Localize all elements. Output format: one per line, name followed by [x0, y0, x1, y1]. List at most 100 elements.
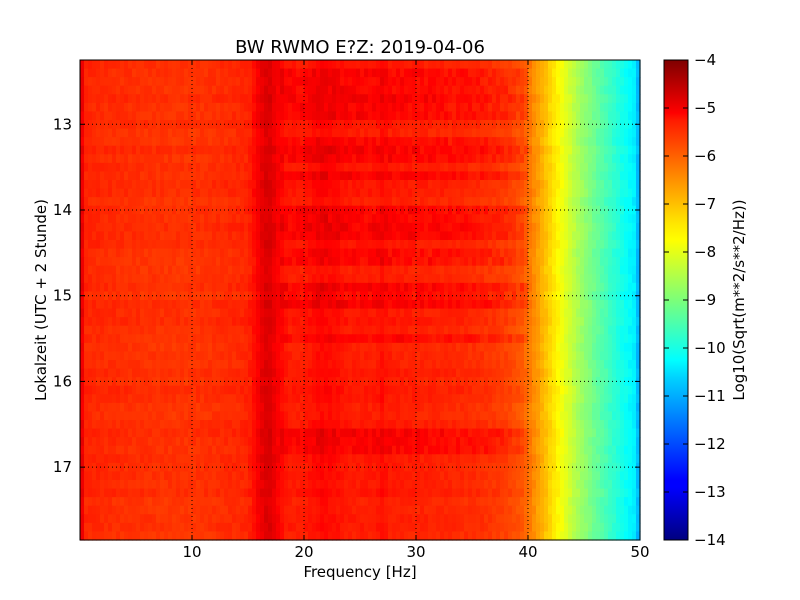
heatmap-cell	[100, 265, 105, 275]
heatmap-cell	[88, 145, 93, 155]
heatmap-cell	[588, 240, 593, 250]
heatmap-cell	[96, 162, 101, 173]
heatmap-cell	[608, 171, 613, 181]
heatmap-cell	[380, 274, 385, 284]
heatmap-cell	[104, 351, 109, 361]
heatmap-cell	[268, 334, 273, 344]
heatmap-cell	[476, 300, 481, 310]
heatmap-cell	[388, 94, 393, 104]
heatmap-cell	[328, 334, 333, 344]
heatmap-cell	[504, 214, 509, 224]
heatmap-cell	[520, 265, 525, 275]
heatmap-cell	[108, 128, 113, 138]
heatmap-cell	[152, 128, 157, 138]
heatmap-cell	[548, 342, 553, 353]
heatmap-cell	[372, 137, 377, 147]
heatmap-cell	[200, 351, 205, 361]
heatmap-cell	[128, 77, 133, 87]
heatmap-cell	[168, 171, 173, 181]
heatmap-cell	[304, 145, 309, 155]
heatmap-cell	[280, 231, 285, 241]
heatmap-cell	[488, 137, 493, 147]
heatmap-cell	[284, 77, 289, 87]
heatmap-cell	[396, 265, 401, 275]
heatmap-cell	[156, 282, 161, 293]
heatmap-cell	[244, 180, 249, 190]
heatmap-cell	[444, 360, 449, 370]
heatmap-cell	[376, 145, 381, 155]
heatmap-cell	[132, 291, 137, 301]
heatmap-cell	[256, 231, 261, 241]
heatmap-cell	[132, 120, 137, 130]
heatmap-cell	[596, 85, 601, 95]
heatmap-cell	[240, 308, 245, 318]
heatmap-cell	[536, 231, 541, 241]
heatmap-cell	[168, 68, 173, 78]
heatmap-cell	[492, 325, 497, 335]
heatmap-cell	[168, 180, 173, 190]
heatmap-cell	[156, 265, 161, 275]
heatmap-cell	[628, 334, 633, 344]
heatmap-cell	[540, 128, 545, 138]
heatmap-cell	[132, 205, 137, 215]
heatmap-cell	[148, 137, 153, 147]
heatmap-cell	[392, 351, 397, 361]
heatmap-cell	[500, 291, 505, 301]
heatmap-cell	[596, 154, 601, 164]
heatmap-cell	[364, 162, 369, 173]
heatmap-cell	[312, 205, 317, 215]
heatmap-cell	[248, 205, 253, 215]
heatmap-cell	[420, 85, 425, 95]
heatmap-cell	[368, 317, 373, 327]
heatmap-cell	[480, 248, 485, 258]
heatmap-cell	[424, 85, 429, 95]
heatmap-cell	[544, 248, 549, 258]
heatmap-cell	[360, 128, 365, 138]
heatmap-cell	[376, 360, 381, 370]
heatmap-cell	[420, 94, 425, 104]
heatmap-cell	[280, 180, 285, 190]
heatmap-cell	[184, 360, 189, 370]
heatmap-cell	[184, 274, 189, 284]
heatmap-cell	[404, 274, 409, 284]
heatmap-cell	[232, 85, 237, 95]
heatmap-cell	[212, 308, 217, 318]
heatmap-cell	[136, 94, 141, 104]
heatmap-cell	[456, 214, 461, 224]
heatmap-cell	[236, 274, 241, 284]
heatmap-cell	[508, 137, 513, 147]
heatmap-cell	[328, 180, 333, 190]
heatmap-cell	[296, 308, 301, 318]
heatmap-cell	[580, 85, 585, 95]
heatmap-cell	[544, 180, 549, 190]
heatmap-cell	[156, 351, 161, 361]
heatmap-cell	[208, 291, 213, 301]
heatmap-cell	[200, 248, 205, 258]
heatmap-cell	[452, 222, 457, 233]
heatmap-cell	[432, 188, 437, 198]
heatmap-cell	[600, 162, 605, 173]
heatmap-cell	[488, 351, 493, 361]
heatmap-cell	[156, 128, 161, 138]
heatmap-cell	[148, 188, 153, 198]
heatmap-cell	[120, 162, 125, 173]
heatmap-cell	[204, 325, 209, 335]
heatmap-cell	[592, 102, 597, 113]
heatmap-cell	[96, 60, 101, 70]
heatmap-cell	[372, 102, 377, 113]
heatmap-cell	[236, 128, 241, 138]
heatmap-cell	[568, 300, 573, 310]
heatmap-cell	[620, 351, 625, 361]
heatmap-cell	[400, 274, 405, 284]
heatmap-cell	[532, 214, 537, 224]
heatmap-cell	[492, 351, 497, 361]
heatmap-cell	[592, 180, 597, 190]
heatmap-cell	[364, 205, 369, 215]
heatmap-cell	[516, 317, 521, 327]
heatmap-cell	[616, 248, 621, 258]
heatmap-cell	[492, 120, 497, 130]
heatmap-cell	[368, 308, 373, 318]
heatmap-cell	[292, 274, 297, 284]
heatmap-cell	[252, 94, 257, 104]
heatmap-cell	[152, 171, 157, 181]
